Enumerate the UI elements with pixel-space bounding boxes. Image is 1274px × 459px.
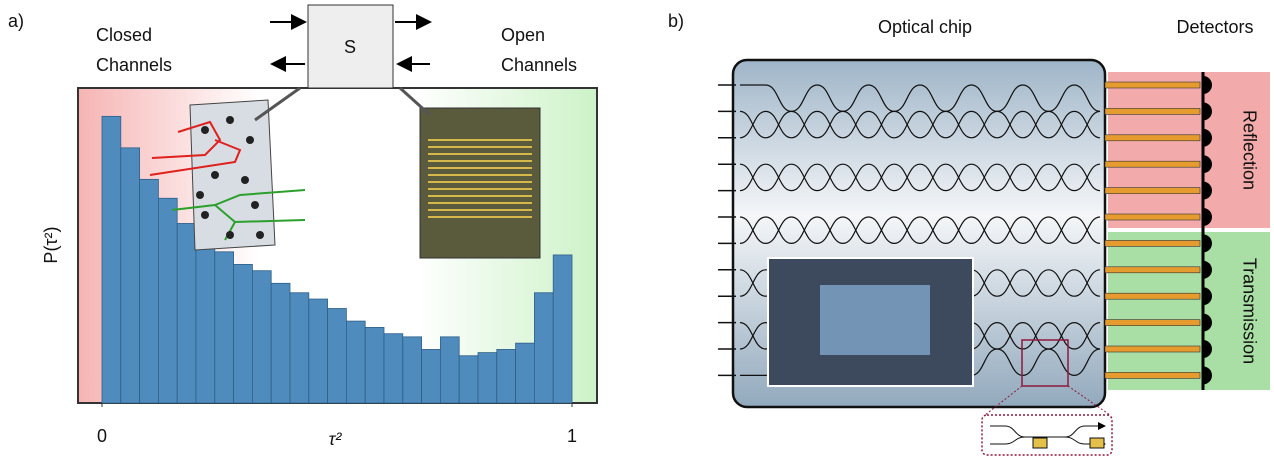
bar	[158, 198, 177, 403]
reflection-label: Reflection	[1239, 110, 1259, 190]
bar	[102, 116, 121, 403]
detectors-label: Detectors	[1176, 17, 1253, 37]
bar	[196, 239, 215, 403]
s-matrix-label: S	[344, 37, 356, 57]
annotation: Closed	[96, 25, 152, 45]
bar	[234, 264, 253, 403]
output-waveguide	[1105, 188, 1200, 194]
output-waveguide	[1105, 214, 1200, 220]
bar	[121, 148, 140, 403]
annotation: Open	[501, 25, 545, 45]
bar	[422, 349, 441, 403]
bar	[309, 299, 328, 403]
output-waveguide	[1105, 267, 1200, 273]
bar	[534, 293, 553, 403]
bar	[440, 337, 459, 403]
scatterer	[251, 201, 259, 209]
bar	[271, 283, 290, 403]
chip-label: Optical chip	[878, 17, 972, 37]
panel-label: b)	[668, 11, 684, 31]
bar	[177, 223, 196, 403]
output-waveguide	[1105, 240, 1200, 246]
bar	[346, 321, 365, 403]
output-waveguide	[1105, 161, 1200, 167]
bar	[140, 179, 159, 403]
zoom-inset	[982, 415, 1112, 455]
output-waveguide	[1105, 82, 1200, 88]
output-waveguide	[1105, 293, 1200, 299]
bar	[215, 252, 234, 403]
output-waveguide	[1105, 108, 1200, 114]
bar	[384, 334, 403, 403]
scatterer	[241, 176, 249, 184]
scatterer	[246, 136, 254, 144]
x-tick-label: 0	[97, 426, 107, 446]
annotation: Channels	[501, 55, 577, 75]
bar	[252, 271, 271, 403]
bar	[403, 337, 422, 403]
bar	[497, 349, 516, 403]
x-tick-label: 1	[567, 426, 577, 446]
transmission-label: Transmission	[1239, 258, 1259, 364]
bar	[290, 293, 309, 403]
bar	[553, 255, 572, 403]
scatterer	[201, 211, 209, 219]
figure: a) S Closed Channels Open Channels τ² P(τ²)…	[0, 0, 1274, 459]
output-waveguide	[1105, 135, 1200, 141]
output-waveguide	[1105, 372, 1200, 378]
chip-setup-detail	[820, 285, 930, 355]
bar	[328, 309, 347, 404]
x-axis-label: τ²	[329, 429, 343, 449]
bar	[478, 353, 497, 403]
scatterer	[226, 231, 234, 239]
bar	[516, 343, 535, 403]
bar	[459, 356, 478, 403]
scatterer	[196, 191, 204, 199]
scatterer	[256, 231, 264, 239]
output-waveguide	[1105, 320, 1200, 326]
bar	[365, 327, 384, 403]
scatterer	[226, 116, 234, 124]
scatterer	[211, 171, 219, 179]
panel-label: a)	[8, 11, 24, 31]
y-axis-label: P(τ²)	[41, 226, 61, 263]
scatterer	[201, 126, 209, 134]
output-waveguide	[1105, 346, 1200, 352]
annotation: Channels	[96, 55, 172, 75]
